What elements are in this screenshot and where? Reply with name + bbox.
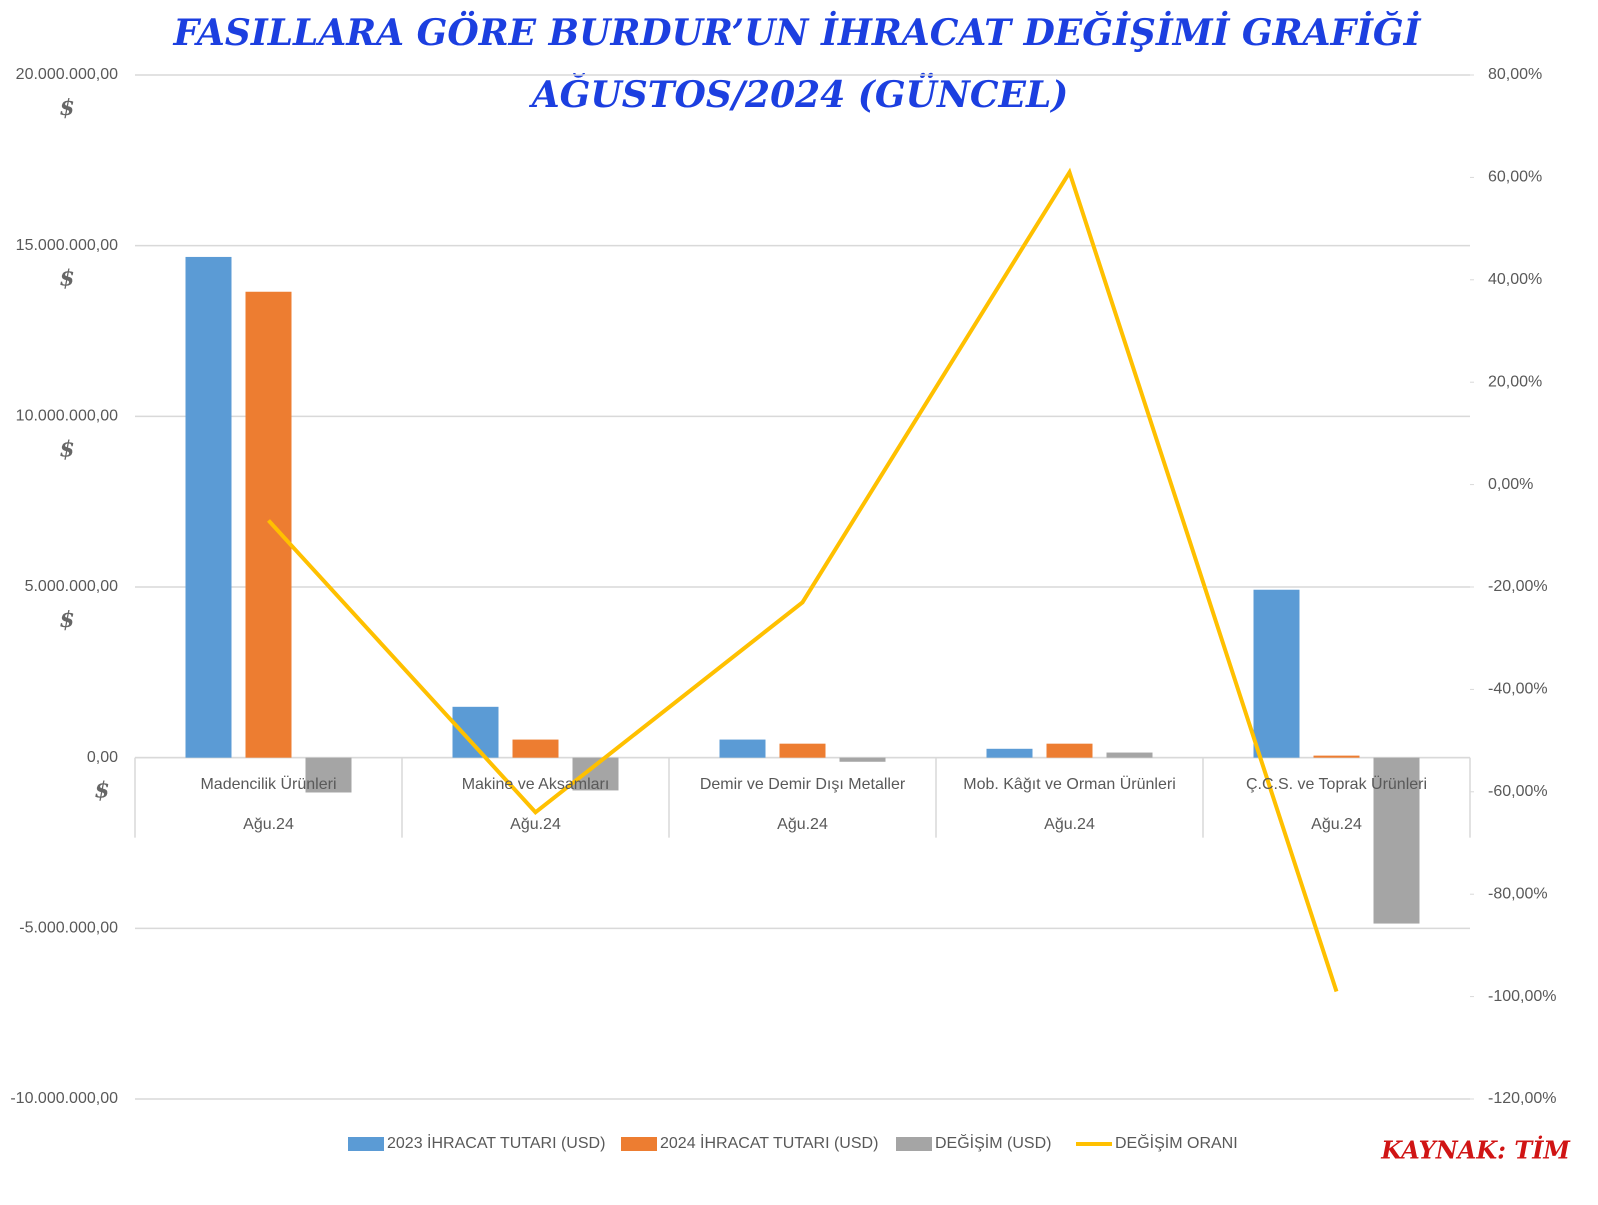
x-tick-label: Mob. Kâğıt ve Orman Ürünleri (963, 775, 1176, 793)
bar (1253, 589, 1300, 758)
x-group-label: Ağu.24 (243, 816, 294, 833)
y2-tick-label: 20,00% (1488, 373, 1542, 390)
x-tick-label: Makine ve Aksamları (462, 776, 610, 793)
y-tick-unit: $ (59, 95, 74, 121)
x-tick-label: Madencilik Ürünleri (200, 775, 336, 793)
y2-tick-label: -100,00% (1488, 988, 1557, 1005)
y-tick-label: 0,00 (87, 749, 118, 766)
y-tick-label: 15.000.000,00 (16, 237, 118, 254)
legend-label: 2024 İHRACAT TUTARI (USD) (660, 1133, 878, 1152)
legend-swatch (348, 1137, 384, 1151)
y-tick-label: 20.000.000,00 (16, 66, 118, 83)
y2-tick-label: 40,00% (1488, 271, 1542, 288)
y2-tick-label: 60,00% (1488, 169, 1542, 186)
chart-title: FASILLARA GÖRE BURDUR’UN İHRACAT DEĞİŞİM… (172, 11, 1421, 54)
line (267, 167, 1339, 993)
legend-swatch (621, 1137, 657, 1151)
bar (719, 739, 766, 758)
x-group-label: Ağu.24 (1311, 816, 1362, 833)
bar (1313, 755, 1360, 758)
bar (305, 757, 352, 793)
y2-tick-label: 80,00% (1488, 66, 1542, 83)
source: KAYNAK: TİM (1380, 1136, 1571, 1165)
x-tick-label: Ç.C.S. ve Toprak Ürünleri (1246, 775, 1427, 793)
y-tick-unit: $ (59, 607, 74, 633)
y-tick-label: -10.000.000,00 (10, 1090, 118, 1107)
bar (1046, 743, 1093, 758)
x-group-label: Ağu.24 (777, 816, 828, 833)
bar (512, 739, 559, 758)
bar (986, 748, 1033, 758)
bar (245, 291, 292, 758)
y2-tick-label: -80,00% (1488, 885, 1548, 902)
y2-tick-label: -20,00% (1488, 578, 1548, 595)
bar (839, 757, 886, 762)
bar (452, 706, 499, 758)
y-tick-unit: $ (59, 436, 74, 462)
y2-tick-label: -120,00% (1488, 1090, 1557, 1107)
y-tick-label: 5.000.000,00 (25, 578, 119, 595)
x-group-label: Ağu.24 (510, 816, 561, 833)
y2-tick-label: -40,00% (1488, 681, 1548, 698)
legend-label: DEĞİŞİM ORANI (1115, 1133, 1238, 1152)
y-tick-unit: $ (59, 266, 74, 292)
legend-label: DEĞİŞİM (USD) (935, 1133, 1051, 1152)
chart-subtitle: AĞUSTOS/2024 (GÜNCEL) (529, 73, 1069, 116)
y2-tick-label: -60,00% (1488, 783, 1548, 800)
y-tick-label: 10.000.000,00 (16, 408, 118, 425)
legend-label: 2023 İHRACAT TUTARI (USD) (387, 1133, 605, 1152)
bar (779, 743, 826, 758)
legend-swatch (896, 1137, 932, 1151)
y-tick-label: -5.000.000,00 (19, 920, 118, 937)
y-tick-unit: $ (94, 778, 109, 804)
bar (1106, 752, 1153, 758)
y2-tick-label: 0,00% (1488, 476, 1533, 493)
x-tick-label: Demir ve Demir Dışı Metaller (700, 776, 906, 793)
x-group-label: Ağu.24 (1044, 816, 1095, 833)
bar (1373, 757, 1420, 924)
bar (185, 256, 232, 758)
